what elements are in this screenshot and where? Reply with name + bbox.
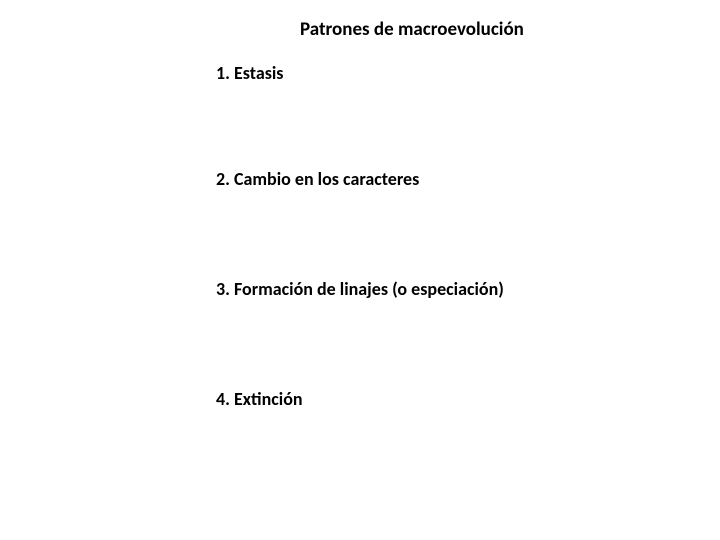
list-item: 2. Cambio en los caracteres xyxy=(216,168,419,190)
list-item: 3. Formación de linajes (o especiación) xyxy=(216,278,504,300)
list-item: 4. Extinción xyxy=(216,388,303,410)
list-item: 1. Estasis xyxy=(216,62,284,84)
slide-title: Patrones de macroevolución xyxy=(300,18,524,41)
slide: Patrones de macroevolución 1. Estasis 2.… xyxy=(0,0,720,540)
